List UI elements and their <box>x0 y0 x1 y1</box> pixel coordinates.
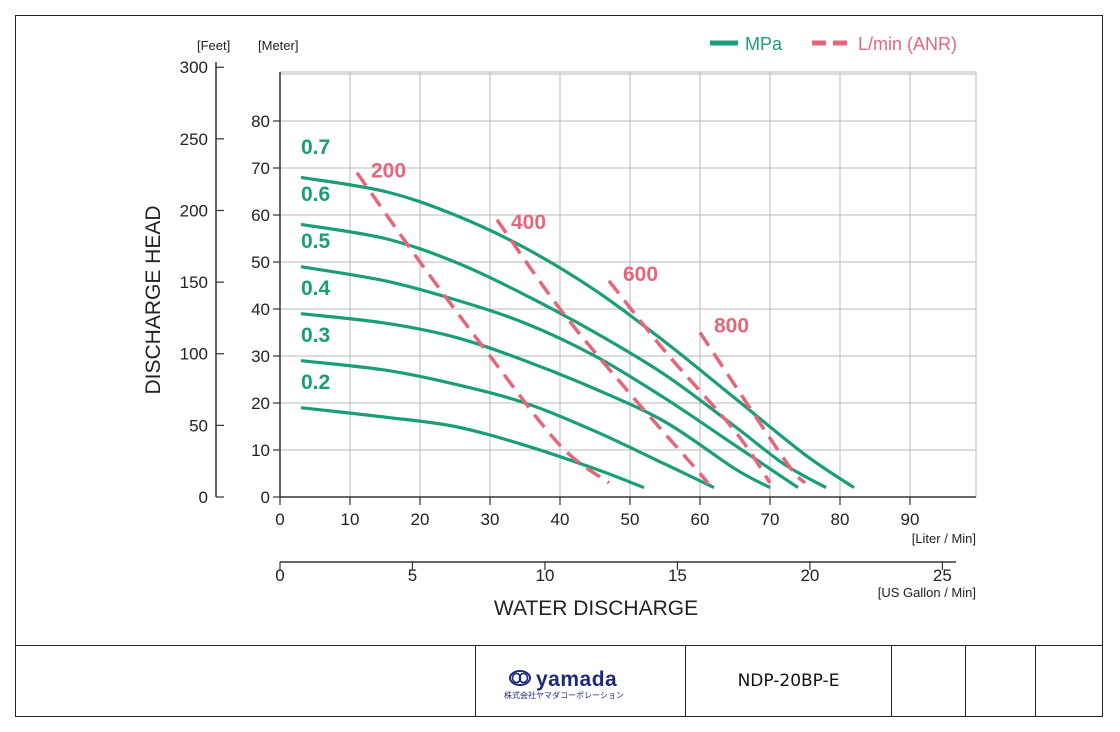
series-label-0-4: 0.4 <box>301 277 331 300</box>
yamada-logo-icon <box>509 670 531 686</box>
y-tick-label-meter: 40 <box>251 300 270 319</box>
legend-label-mpa: MPa <box>745 34 783 54</box>
x-tick-label-gallon: 15 <box>668 566 687 585</box>
y-unit-feet: [Feet] <box>197 38 230 53</box>
y-tick-label-meter: 70 <box>251 159 270 178</box>
y-tick-label-feet: 300 <box>180 58 208 77</box>
y-tick-label-meter: 0 <box>261 488 270 507</box>
series-label-0-7: 0.7 <box>301 136 330 159</box>
x-tick-label-liter: 80 <box>831 510 850 529</box>
x-unit-liter: [Liter / Min] <box>912 531 976 546</box>
x-tick-label-liter: 60 <box>691 510 710 529</box>
empty-cell-3 <box>1035 646 1103 717</box>
y-tick-label-feet: 200 <box>180 201 208 220</box>
x-axis-title: WATER DISCHARGE <box>494 597 698 620</box>
model-number: NDP-20BP-E <box>737 671 840 691</box>
x-tick-label-liter: 70 <box>761 510 780 529</box>
x-tick-label-gallon: 20 <box>800 566 819 585</box>
y-tick-label-feet: 150 <box>180 273 208 292</box>
x-tick-label-gallon: 0 <box>275 566 284 585</box>
y-tick-label-meter: 20 <box>251 394 270 413</box>
company-name: 株式会社ヤマダコーポレーション <box>504 691 624 700</box>
airflow-curve-200 <box>355 171 611 485</box>
logo-wordmark: yamada <box>536 668 618 691</box>
empty-cell-1 <box>891 646 965 717</box>
y-tick-label-feet: 250 <box>180 130 208 149</box>
x-tick-label-liter: 20 <box>411 510 430 529</box>
y-tick-label-meter: 30 <box>251 347 270 366</box>
x-tick-label-liter: 30 <box>481 510 500 529</box>
x-tick-label-liter: 10 <box>341 510 360 529</box>
y-tick-label-feet: 50 <box>189 416 208 435</box>
pressure-curve-0-7 <box>300 175 855 489</box>
series-label-0-6: 0.6 <box>301 183 330 206</box>
y-tick-label-feet: 100 <box>180 345 208 364</box>
x-tick-label-liter: 0 <box>275 510 284 529</box>
x-tick-label-liter: 40 <box>551 510 570 529</box>
x-tick-label-liter: 90 <box>901 510 920 529</box>
airflow-curve-600 <box>607 279 772 484</box>
x-unit-gallon: [US Gallon / Min] <box>878 585 976 600</box>
series-label-0-2: 0.2 <box>301 371 330 394</box>
y-unit-meter: [Meter] <box>258 38 298 53</box>
airflow-curve-800 <box>698 331 807 485</box>
series-label-600: 600 <box>623 263 658 286</box>
empty-cell-2 <box>965 646 1035 717</box>
y-tick-label-meter: 60 <box>251 206 270 225</box>
series-label-0-5: 0.5 <box>301 230 331 253</box>
y-tick-label-feet: 0 <box>199 488 208 507</box>
y-axis-title: DISCHARGE HEAD <box>142 205 165 394</box>
airflow-curve-400 <box>495 218 710 485</box>
series-label-400: 400 <box>511 211 546 234</box>
model-cell: NDP-20BP-E <box>685 646 891 717</box>
pressure-curve-0-4 <box>300 312 771 490</box>
pressure-curve-0-6 <box>300 222 827 489</box>
y-tick-label-meter: 10 <box>251 441 270 460</box>
series-label-200: 200 <box>371 159 406 182</box>
series-label-800: 800 <box>714 315 749 338</box>
series-label-0-3: 0.3 <box>301 324 330 347</box>
y-tick-label-meter: 50 <box>251 253 270 272</box>
x-tick-label-gallon: 10 <box>535 566 554 585</box>
pressure-curve-0-2 <box>300 406 645 490</box>
legend-label-lmin: L/min (ANR) <box>858 34 957 54</box>
y-tick-label-meter: 80 <box>251 112 270 131</box>
x-tick-label-gallon: 25 <box>933 566 952 585</box>
title-block: yamada 株式会社ヤマダコーポレーション NDP-20BP-E <box>15 645 1103 717</box>
logo-cell: yamada 株式会社ヤマダコーポレーション <box>475 646 685 717</box>
x-tick-label-gallon: 5 <box>408 566 417 585</box>
x-tick-label-liter: 50 <box>621 510 640 529</box>
chart-frame <box>15 15 1103 717</box>
